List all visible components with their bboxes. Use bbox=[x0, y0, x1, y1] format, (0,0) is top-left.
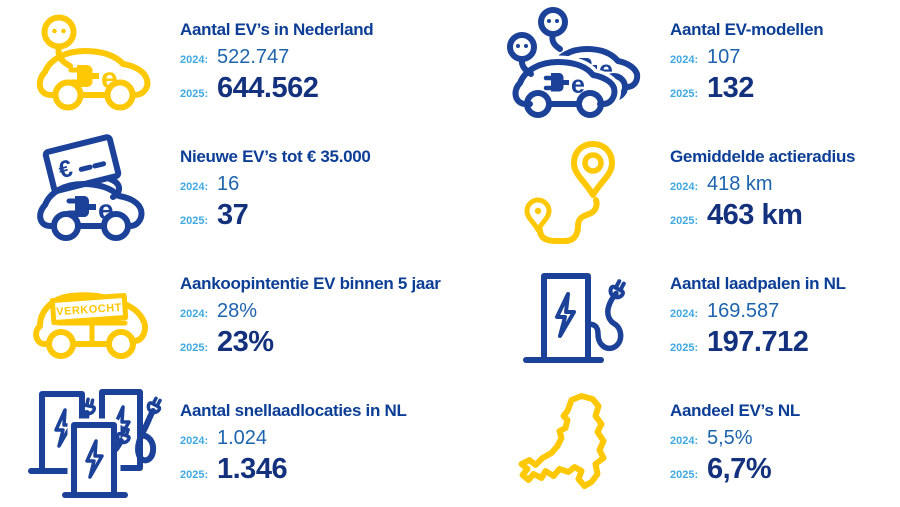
value-2024: 169.587 bbox=[707, 299, 780, 322]
stat-card-actieradius: Gemiddelde actieradius 2024: 418 km 2025:… bbox=[450, 127, 900, 254]
stat-card-aandeel-evs: Aandeel EV’s NL 2024: 5,5% 2025: 6,7% bbox=[450, 380, 900, 507]
plug-e-glyph: e bbox=[571, 71, 585, 99]
stat-title: Nieuwe EV’s tot € 35.000 bbox=[180, 147, 371, 166]
year-2024-label: 2024: bbox=[670, 181, 699, 193]
route-range-icon bbox=[524, 140, 615, 244]
stat-title: Aantal snellaadlocaties in NL bbox=[180, 400, 407, 420]
year-2025-label: 2025: bbox=[180, 341, 209, 354]
value-2025: 644.562 bbox=[217, 72, 319, 105]
stat-card-ev-modellen: e bbox=[450, 0, 900, 127]
ev-car-icon: e bbox=[36, 14, 150, 111]
year-2024-label: 2024: bbox=[180, 307, 209, 320]
stat-title: Gemiddelde actieradius bbox=[670, 147, 856, 166]
stat-card-laadpalen: Aantal laadpalen in NL 2024: 169.587 2025… bbox=[450, 254, 900, 381]
value-2024: 5,5% bbox=[707, 426, 753, 449]
year-2024-label: 2024: bbox=[670, 434, 699, 447]
year-2025-label: 2025: bbox=[180, 88, 209, 101]
price-tag-euro-glyph: € bbox=[56, 155, 75, 184]
value-2025: 463 km bbox=[707, 199, 803, 231]
stat-title: Aantal laadpalen in NL bbox=[670, 273, 846, 293]
charging-station-icon bbox=[523, 272, 626, 363]
year-2025-label: 2025: bbox=[180, 215, 209, 227]
budget-ev-car-icon: € e bbox=[37, 134, 145, 242]
stat-card-aankoopintentie: VERKOCHT Aankoopintentie EV binnen 5 jaa… bbox=[0, 254, 450, 381]
stat-card-snellaadlocaties: Aantal snellaadlocaties in NL 2024: 1.024… bbox=[0, 380, 450, 507]
plug-e-glyph: e bbox=[101, 62, 118, 95]
year-2025-label: 2025: bbox=[670, 88, 699, 101]
value-2025: 23% bbox=[217, 325, 274, 358]
value-2025: 132 bbox=[707, 72, 754, 105]
year-2024-label: 2024: bbox=[180, 54, 209, 67]
plug-e-glyph: e bbox=[98, 194, 114, 225]
verkocht-banner-text: VERKOCHT bbox=[55, 302, 121, 319]
stat-card-nieuwe-evs: € e Nieuwe EV’s tot € 3 bbox=[0, 127, 450, 254]
year-2024-label: 2024: bbox=[670, 307, 699, 320]
year-2025-label: 2025: bbox=[670, 468, 699, 481]
stat-title: Aantal EV’s in Nederland bbox=[180, 20, 374, 40]
value-2024: 1.024 bbox=[217, 426, 268, 449]
year-2024-label: 2024: bbox=[670, 54, 699, 67]
stat-title: Aandeel EV’s NL bbox=[670, 400, 800, 420]
year-2024-label: 2024: bbox=[180, 434, 209, 447]
year-2024-label: 2024: bbox=[180, 181, 209, 193]
value-2025: 197.712 bbox=[707, 325, 809, 358]
fast-charging-stations-icon bbox=[27, 388, 163, 502]
value-2024: 418 km bbox=[707, 173, 773, 195]
value-2024: 28% bbox=[217, 299, 258, 322]
year-2025-label: 2025: bbox=[670, 215, 699, 227]
value-2024: 16 bbox=[217, 173, 240, 195]
value-2025: 37 bbox=[217, 199, 249, 231]
ev-models-icon: e bbox=[507, 7, 641, 120]
value-2024: 107 bbox=[707, 46, 741, 69]
value-2024: 522.747 bbox=[217, 46, 290, 69]
value-2025: 1.346 bbox=[217, 452, 288, 485]
stat-card-aantal-evs-nederland: e Aantal EV’s in Nederland 2024: 522.747 … bbox=[0, 0, 450, 127]
value-2025: 6,7% bbox=[707, 452, 772, 485]
stat-title: Aankoopintentie EV binnen 5 jaar bbox=[180, 273, 441, 293]
purchase-intent-car-icon: VERKOCHT bbox=[32, 292, 148, 359]
year-2025-label: 2025: bbox=[670, 341, 699, 354]
netherlands-map-icon bbox=[518, 392, 606, 489]
stat-title: Aantal EV-modellen bbox=[670, 20, 824, 40]
year-2025-label: 2025: bbox=[180, 468, 209, 481]
